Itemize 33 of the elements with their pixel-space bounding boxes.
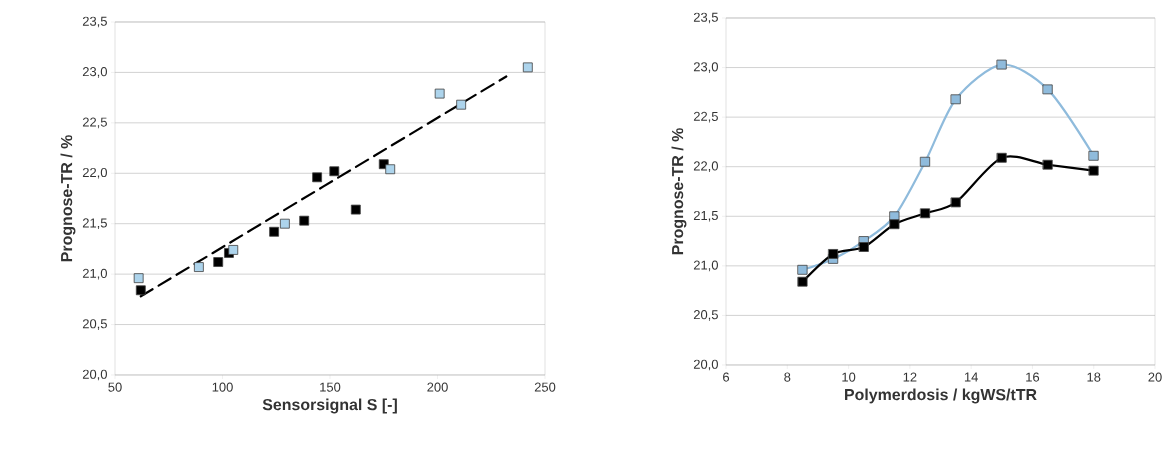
x-tick-label: 10 [842,372,856,382]
y-tick-label: 23,0 [693,62,718,73]
y-tick-label: 20,0 [693,359,718,371]
x-axis-title: Sensorsignal S [-] [262,398,397,414]
x-tick-label: 16 [1026,372,1040,382]
y-tick-label: 23,5 [693,12,718,24]
x-tick-label: 18 [1087,372,1101,382]
y-tick-label: 22,5 [693,111,718,123]
y-tick-label: 22,5 [82,117,107,129]
y-tick-label: 20,5 [693,310,718,321]
y-tick-label: 22,0 [82,167,107,179]
y-tick-label: 21,5 [693,210,718,222]
y-tick-label: 20,0 [82,369,107,381]
x-tick-label: 250 [534,382,556,392]
y-axis-title: Prognose-TR / % [671,128,687,255]
x-tick-label: 14 [964,372,978,382]
y-tick-label: 23,5 [82,16,107,28]
x-tick-label: 8 [784,372,791,382]
y-tick-label: 20,5 [82,319,107,330]
y-tick-label: 21,5 [82,218,107,230]
x-tick-label: 12 [903,372,917,382]
x-axis-title: Polymerdosis / kgWS/tTR [845,388,1037,404]
y-tick-label: 21,0 [693,260,718,272]
x-tick-label: 200 [427,382,448,392]
x-tick-label: 150 [320,382,341,392]
x-tick-label: 50 [108,382,122,392]
x-tick-label: 6 [723,372,730,382]
x-tick-label: 20 [1148,372,1162,382]
y-tick-label: 21,0 [82,268,107,280]
x-tick-label: 100 [212,382,233,392]
y-tick-label: 22,0 [693,161,718,173]
y-axis-title: Prognose-TR / % [60,135,76,262]
y-tick-label: 23,0 [82,67,107,78]
